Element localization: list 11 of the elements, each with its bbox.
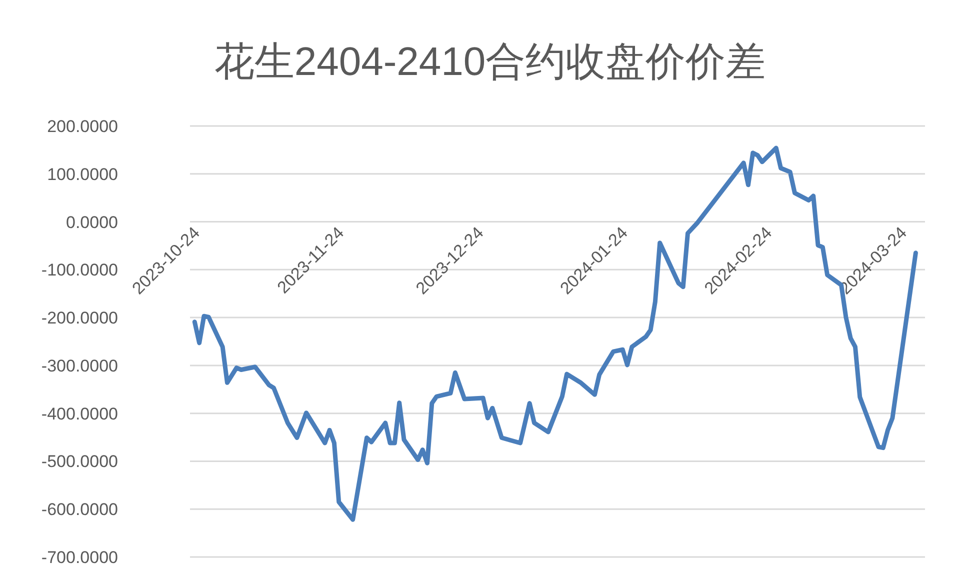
- y-tick-label: -600.0000: [41, 500, 118, 520]
- y-tick-label: 0.0000: [66, 212, 118, 232]
- y-tick-label: -400.0000: [41, 404, 118, 424]
- y-tick-label: -100.0000: [41, 260, 118, 280]
- y-tick-label: 100.0000: [47, 164, 118, 184]
- y-tick-label: -500.0000: [41, 452, 118, 472]
- y-tick-label: -300.0000: [41, 356, 118, 376]
- y-tick-label: 200.0000: [47, 117, 118, 136]
- y-tick-label: -700.0000: [41, 548, 118, 567]
- y-tick-label: -200.0000: [41, 308, 118, 328]
- chart-title: 花生2404-2410合约收盘价价差: [214, 40, 766, 84]
